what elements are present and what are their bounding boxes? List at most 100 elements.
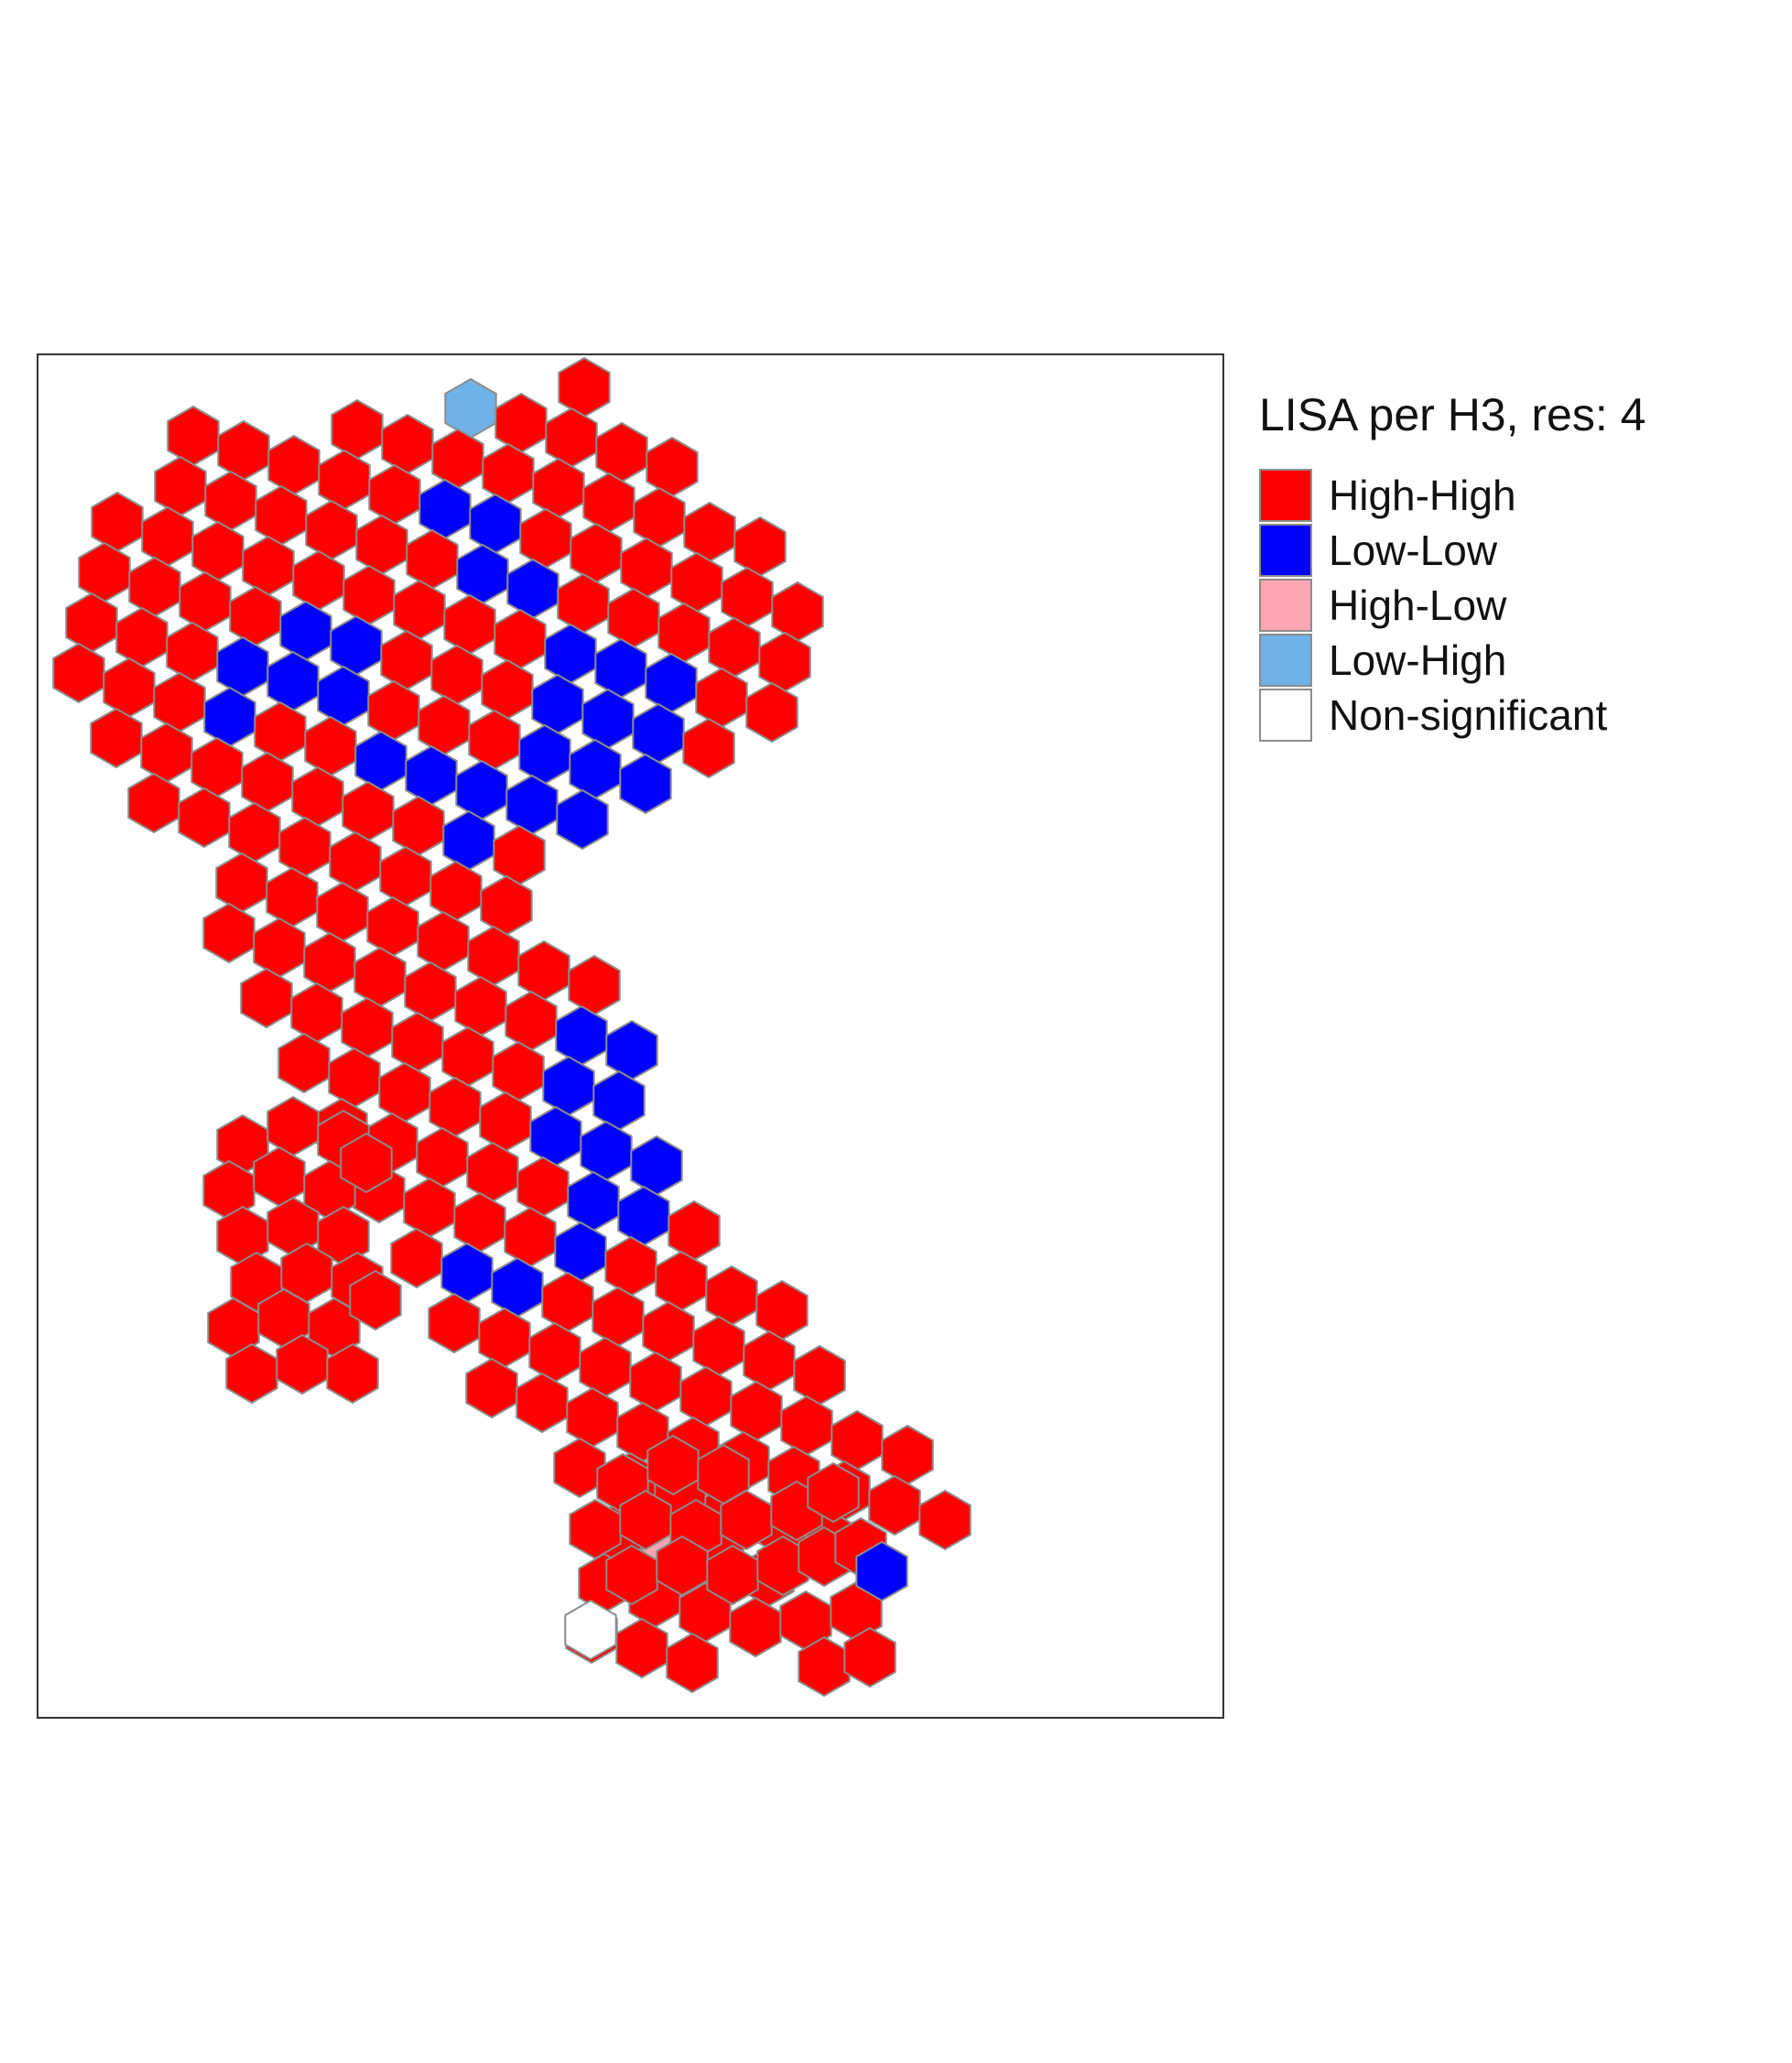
- hex-cell-hh: [780, 1395, 833, 1457]
- hex-cell-ll: [491, 1256, 544, 1319]
- hex-cell-hh: [668, 1200, 721, 1262]
- hex-cell-hh: [204, 470, 257, 532]
- hex-cell-ll: [216, 635, 269, 698]
- hex-cell-hh: [166, 621, 219, 683]
- hex-cell-hh: [656, 1535, 709, 1597]
- hex-cell-hh: [566, 1386, 619, 1449]
- hex-cell-hh: [141, 505, 194, 568]
- hex-cell-hh: [266, 866, 319, 928]
- hex-cell-ll: [556, 788, 609, 851]
- hex-cell-hh: [505, 990, 558, 1052]
- hex-cell-hh: [153, 671, 206, 733]
- legend-swatch-high-low: [1259, 579, 1312, 632]
- hex-cell-ll: [418, 478, 472, 540]
- hex-cell-hh: [190, 736, 244, 798]
- hex-cell-hh: [254, 700, 307, 763]
- hex-cell-hh: [326, 1342, 379, 1405]
- hex-cell-hh: [504, 1206, 557, 1268]
- hex-cell-hh: [642, 1300, 695, 1363]
- hex-cell-hh: [392, 795, 445, 857]
- hex-cell-hh: [558, 356, 611, 418]
- hex-cell-hh: [481, 658, 534, 721]
- hex-cell-hh: [682, 717, 735, 779]
- hex-cell-hh: [646, 1434, 700, 1496]
- legend-swatch-high-high: [1259, 469, 1312, 522]
- hex-cell-hh: [342, 564, 396, 626]
- hex-cell-ll: [531, 673, 584, 735]
- hex-cell-hh: [480, 874, 533, 937]
- hex-cell-hh: [341, 996, 394, 1059]
- hex-cell-hh: [454, 975, 507, 1037]
- legend-label-high-low: High-Low: [1329, 581, 1507, 629]
- hex-cell-hh: [115, 606, 168, 668]
- hex-cell-hh: [468, 709, 521, 771]
- hex-cell-hh: [733, 516, 787, 578]
- legend-label-low-high: Low-High: [1329, 636, 1507, 684]
- hex-cell-ll: [617, 1185, 670, 1247]
- hex-cell-hh: [277, 1032, 331, 1094]
- hex-cell-hh: [479, 1091, 532, 1153]
- hex-cell-hh: [771, 581, 824, 643]
- legend-swatch-low-low: [1259, 524, 1312, 577]
- hex-cell-hh: [620, 537, 673, 599]
- hex-cell-ll: [580, 1120, 633, 1182]
- hex-cell-ll: [405, 744, 458, 807]
- legend-item-non-significant: Non-significant: [1259, 688, 1645, 743]
- hex-cell-hh: [666, 1632, 719, 1694]
- hex-cell-ll: [529, 1105, 582, 1167]
- hex-cell-ll: [455, 759, 508, 821]
- hex-cell-hh: [253, 917, 306, 979]
- hex-cell-hh: [528, 1321, 581, 1384]
- hex-cell-ll: [554, 1221, 607, 1283]
- hex-cell-hh: [430, 644, 483, 706]
- hex-cell-ll: [855, 1540, 908, 1602]
- hex-cell-ll: [506, 558, 559, 620]
- hex-cell-hh: [240, 967, 293, 1029]
- hex-cell-hh: [708, 616, 761, 679]
- hex-cell-hh: [229, 585, 282, 647]
- hex-cell-hh: [532, 457, 585, 519]
- hex-cell-hh: [692, 1315, 745, 1377]
- hex-cell-hh: [517, 939, 570, 1002]
- hex-cell-hh: [404, 961, 457, 1023]
- hex-cell-hh: [329, 831, 382, 893]
- hex-cell-hh: [127, 772, 180, 834]
- hex-cell-hh: [570, 522, 623, 584]
- legend-label-non-significant: Non-significant: [1329, 691, 1608, 739]
- hex-cell-ll: [330, 614, 383, 677]
- hex-cell-hh: [242, 535, 295, 597]
- hex-cell-hh: [255, 484, 308, 547]
- hex-cell-hh: [103, 657, 156, 719]
- hex-cell-hh: [393, 579, 446, 641]
- hex-cell-ll: [469, 493, 522, 555]
- hex-cell-hh: [178, 787, 231, 849]
- hex-cell-hh: [128, 556, 181, 618]
- hex-cell-hh: [670, 551, 723, 613]
- hex-cell-hh: [154, 455, 207, 517]
- hex-cell-ll: [632, 702, 685, 765]
- hex-cell-hh: [228, 801, 281, 863]
- hex-cell-hh: [629, 1351, 682, 1413]
- hex-cell-hh: [416, 1126, 469, 1189]
- hex-cell-hh: [519, 507, 572, 570]
- hex-cell-hh: [366, 896, 419, 958]
- hex-cell-hh: [918, 1489, 972, 1551]
- hex-cell-hh: [381, 413, 434, 475]
- hex-cell-hh: [494, 608, 547, 670]
- hex-cell-hh: [390, 1227, 443, 1289]
- hex-cell-hh: [657, 602, 711, 664]
- hex-cell-hh: [467, 925, 520, 987]
- hex-cell-hh: [758, 631, 811, 693]
- hex-cell-hh: [553, 1437, 606, 1499]
- hex-cell-hh: [843, 1626, 896, 1688]
- hex-cell-hh: [342, 780, 395, 842]
- hex-cell-ll: [442, 809, 495, 872]
- hex-cell-ns: [564, 1599, 617, 1661]
- legend-title: LISA per H3, res: 4: [1259, 389, 1646, 440]
- hex-cell-hh: [831, 1409, 884, 1471]
- hex-cell-hh: [516, 1372, 569, 1434]
- hex-cell-hh: [418, 694, 471, 756]
- hex-cell-hh: [743, 1330, 796, 1392]
- hex-cell-hh: [441, 1026, 494, 1088]
- hex-cell-ll: [555, 1004, 608, 1067]
